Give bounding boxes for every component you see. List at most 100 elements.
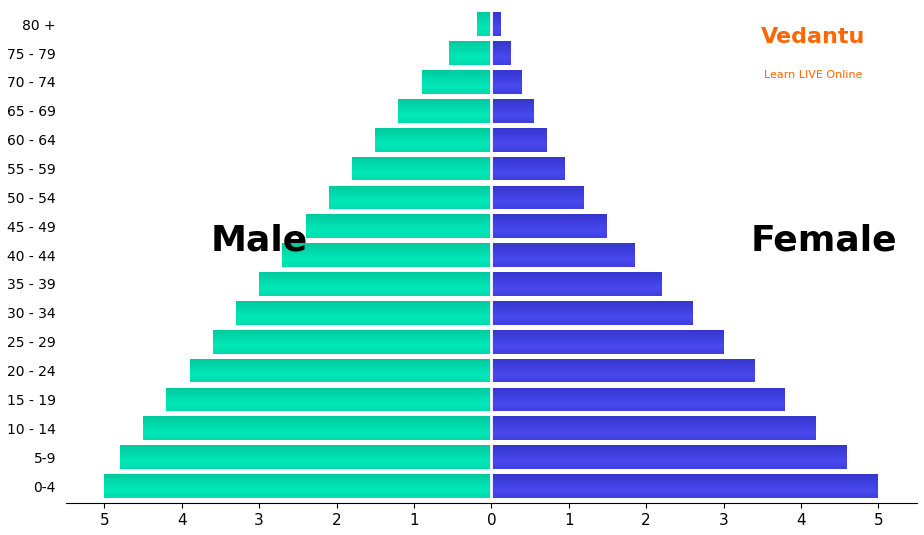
Bar [492,91,522,93]
Bar [143,431,492,432]
Bar [236,316,492,318]
Bar [492,79,522,80]
Bar [492,287,662,289]
Bar [492,188,584,189]
Bar [492,359,755,360]
Bar [492,198,584,200]
Bar [492,27,502,28]
Bar [492,379,755,380]
Bar [478,27,492,28]
Bar [492,215,607,216]
Bar [329,195,492,196]
Bar [189,378,492,379]
Bar [492,381,755,383]
Bar [352,172,492,173]
Bar [421,83,492,85]
Bar [352,171,492,172]
Bar [492,331,723,332]
Bar [120,447,492,448]
Bar [492,338,723,339]
Bar [492,304,693,306]
Bar [143,427,492,429]
Bar [492,468,847,469]
Bar [259,276,492,277]
Bar [492,45,511,46]
Bar [283,249,492,250]
Bar [143,429,492,430]
Bar [398,112,492,113]
Bar [492,457,847,458]
Bar [492,330,723,331]
Bar [375,132,492,133]
Bar [492,365,755,366]
Bar [166,400,492,401]
Bar [492,13,502,15]
Bar [492,435,817,437]
Bar [478,28,492,29]
Bar [492,226,607,227]
Bar [329,205,492,207]
Bar [283,266,492,267]
Bar [449,52,492,53]
Bar [492,483,879,484]
Bar [492,160,565,162]
Bar [492,142,547,143]
Bar [283,265,492,266]
Bar [259,285,492,286]
Bar [492,387,785,389]
Bar [492,165,565,166]
Bar [120,462,492,463]
Bar [143,433,492,434]
Bar [492,283,662,284]
Bar [166,394,492,395]
Bar [492,60,511,62]
Bar [492,70,522,71]
Bar [492,164,565,165]
Bar [259,284,492,285]
Bar [492,431,817,432]
Bar [104,487,492,488]
Bar [492,450,847,451]
Bar [492,333,723,334]
Bar [189,363,492,365]
Bar [329,189,492,190]
Bar [166,392,492,394]
Bar [492,139,547,140]
Bar [283,255,492,256]
Bar [143,425,492,426]
Bar [236,304,492,306]
Bar [236,318,492,319]
Bar [492,456,847,457]
Bar [352,163,492,164]
Bar [375,135,492,136]
Bar [166,397,492,398]
Bar [492,223,607,224]
Bar [492,77,522,79]
Bar [492,48,511,50]
Bar [213,332,492,333]
Bar [213,350,492,351]
Bar [306,237,492,238]
Bar [236,306,492,307]
Bar [492,83,522,85]
Bar [492,362,755,363]
Bar [492,117,534,118]
Bar [213,345,492,347]
Bar [492,246,635,247]
Bar [352,158,492,159]
Bar [492,22,502,23]
Bar [492,82,522,83]
Bar [492,360,755,361]
Bar [492,463,847,464]
Bar [492,273,662,274]
Bar [492,89,522,90]
Bar [375,147,492,148]
Bar [492,409,785,410]
Bar [492,103,534,104]
Bar [259,291,492,292]
Bar [492,112,534,113]
Bar [492,336,723,337]
Bar [492,374,755,376]
Bar [492,232,607,233]
Bar [306,223,492,224]
